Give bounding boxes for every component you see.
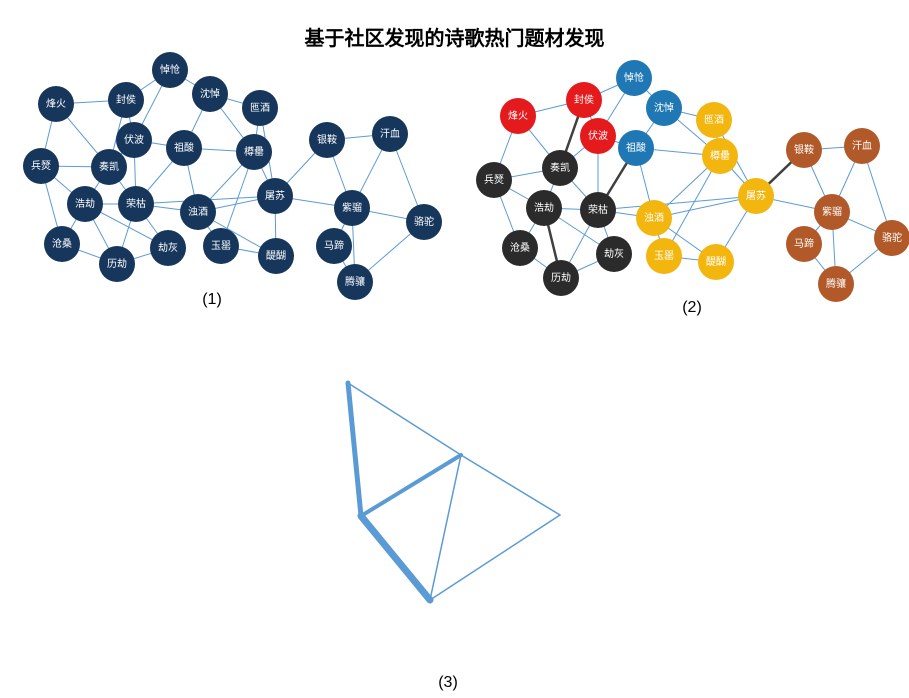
graph-node: 骆驼	[406, 204, 442, 240]
graph-node: 悼怆	[616, 60, 652, 96]
graph-node: 醍醐	[698, 244, 734, 280]
graph-node: 紫骝	[334, 190, 370, 226]
graph-node: 沈悼	[192, 76, 228, 112]
graph-node: 劫灰	[596, 236, 632, 272]
graph-node: 沧桑	[44, 226, 80, 262]
graph-node: 兵燹	[23, 148, 59, 184]
graph-node: 历劫	[99, 246, 135, 282]
graph-node: 奏凯	[91, 149, 127, 185]
graph-node: 兵燹	[476, 162, 512, 198]
graph-node: 祖酸	[166, 130, 202, 166]
graph-node: 屠苏	[738, 178, 774, 214]
graph-node: 烽火	[500, 98, 536, 134]
graph-node: 玉罂	[646, 238, 682, 274]
graph-node: 沧桑	[502, 230, 538, 266]
graph-node: 匜酒	[696, 102, 732, 138]
graph-node: 浊酒	[636, 200, 672, 236]
graph-node: 封侯	[108, 82, 144, 118]
graph-node: 腾骧	[818, 266, 854, 302]
graph-node: 浊酒	[180, 194, 216, 230]
graph-node: 劫灰	[150, 230, 186, 266]
graph-node: 骆驼	[874, 220, 909, 256]
graph-node: 腾骧	[337, 264, 373, 300]
graph-node: 屠苏	[257, 178, 293, 214]
graph-node: 紫骝	[814, 194, 850, 230]
graph-node: 樽罍	[236, 134, 272, 170]
graph-node: 荣枯	[118, 186, 154, 222]
graph-node: 奏凯	[542, 150, 578, 186]
graph-node: 汗血	[372, 116, 408, 152]
graph-node: 玉罂	[203, 228, 239, 264]
graph-node: 匜酒	[242, 90, 278, 126]
graph-node: 马蹄	[786, 226, 822, 262]
graph-node: 沈悼	[646, 90, 682, 126]
graph-node: 汗血	[844, 128, 880, 164]
graph-node: 马蹄	[316, 228, 352, 264]
graph-node: 樽罍	[702, 138, 738, 174]
graph-node: 伏波	[116, 122, 152, 158]
panel3-label: (3)	[438, 674, 458, 692]
graph-node: 伏波	[580, 118, 616, 154]
panel2-label: (2)	[682, 299, 702, 317]
graph-node: 历劫	[543, 260, 579, 296]
graph-node: 封侯	[566, 82, 602, 118]
graph-node: 银鞍	[309, 122, 345, 158]
graph-node: 浩劫	[67, 186, 103, 222]
graph-node: 悼怆	[152, 52, 188, 88]
graph-node: 银鞍	[786, 132, 822, 168]
panel1-label: (1)	[202, 291, 222, 309]
graph-node: 祖酸	[618, 130, 654, 166]
graph-node: 醍醐	[258, 238, 294, 274]
graph-node: 荣枯	[580, 192, 616, 228]
diagram-title: 基于社区发现的诗歌热门题材发现	[0, 22, 909, 51]
graph-node: 浩劫	[526, 190, 562, 226]
graph-node: 烽火	[38, 86, 74, 122]
